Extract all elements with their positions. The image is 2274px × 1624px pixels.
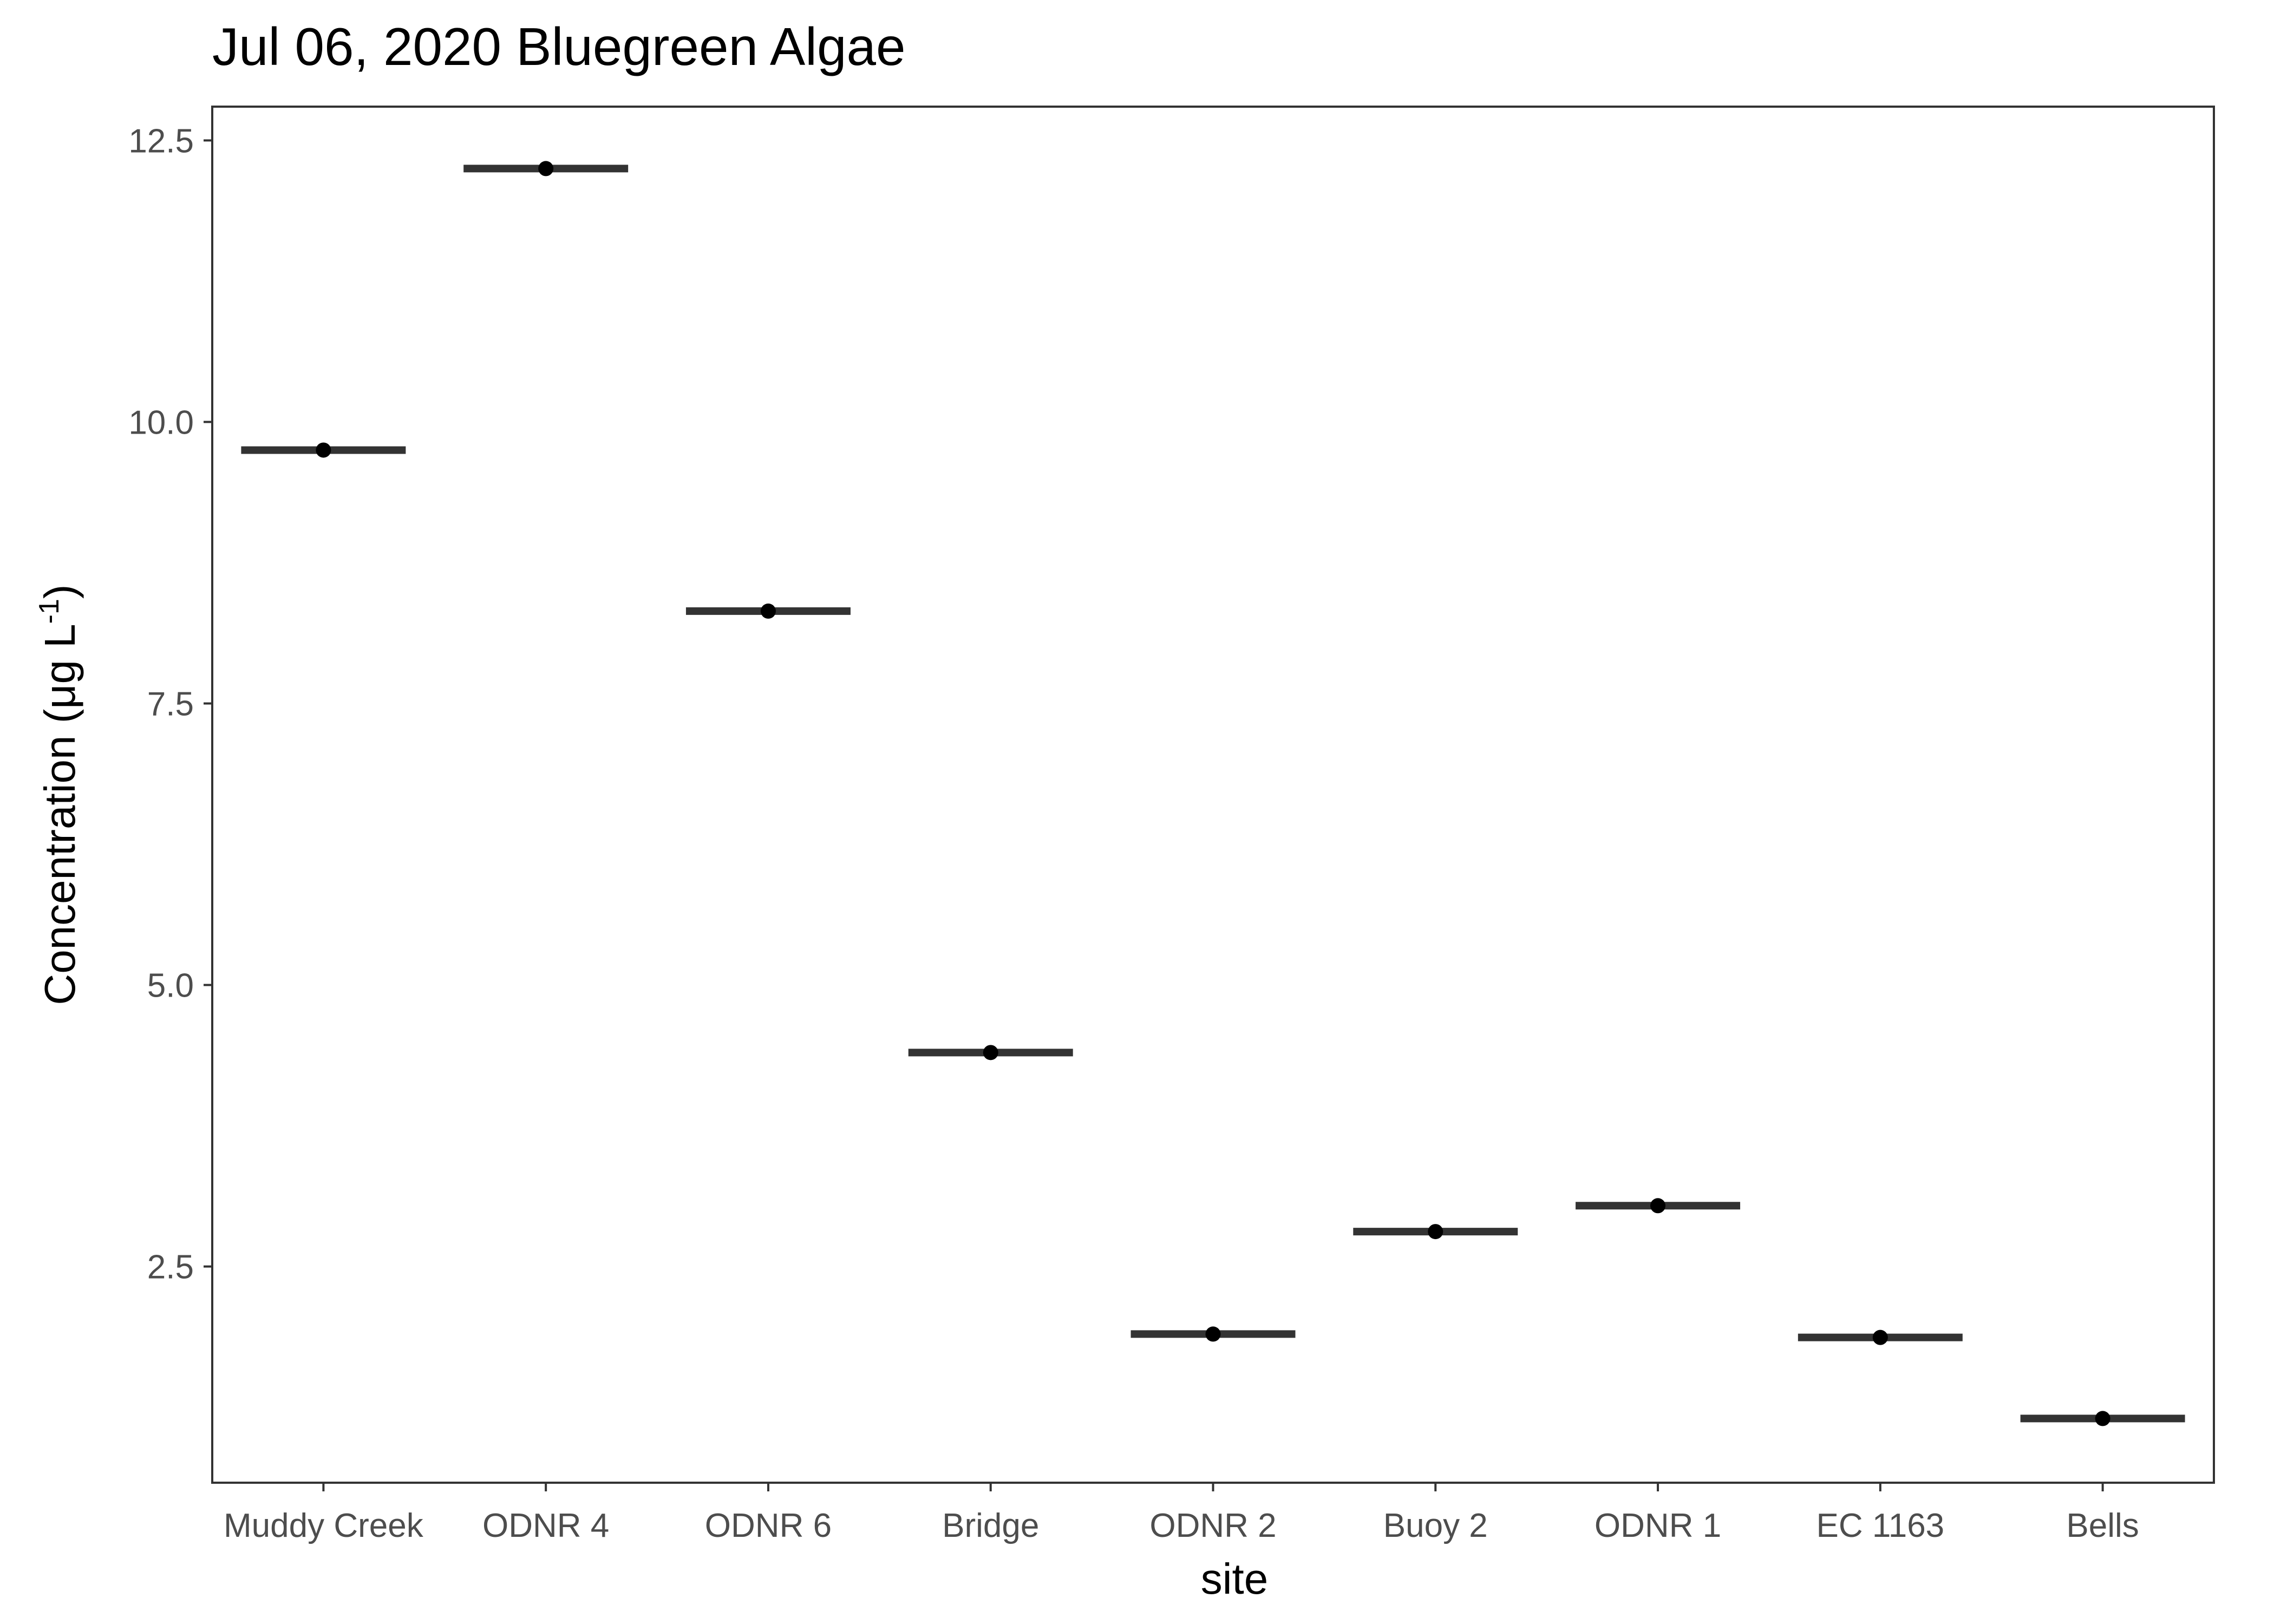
data-point [316, 442, 331, 458]
y-axis-title-superscript: -1 [34, 599, 65, 624]
y-axis-title-close: ) [36, 584, 84, 599]
x-tick-label: ODNR 4 [482, 1507, 609, 1544]
y-axis-title: Concentration (μg L-1) [34, 584, 84, 1005]
data-point [983, 1045, 998, 1060]
y-tick-label: 7.5 [147, 686, 194, 723]
y-tick-label: 10.0 [128, 404, 194, 441]
x-axis-title: site [1201, 1555, 1269, 1603]
x-tick-label: Bridge [942, 1507, 1039, 1544]
y-tick-label: 2.5 [147, 1249, 194, 1286]
data-point [1872, 1330, 1888, 1345]
data-point [1205, 1326, 1221, 1342]
data-point [1650, 1198, 1666, 1214]
data-point [1428, 1224, 1443, 1240]
chart-title: Jul 06, 2020 Bluegreen Algae [212, 17, 905, 76]
data-marks [241, 161, 2185, 1426]
x-axis-ticks: Muddy Creek ODNR 4 ODNR 6 Bridge ODNR 2 Buoy … [224, 1483, 2139, 1544]
data-point [2095, 1411, 2110, 1426]
x-tick-label: Bells [2066, 1507, 2139, 1544]
x-tick-label: ODNR 6 [705, 1507, 832, 1544]
y-tick-label: 12.5 [128, 122, 194, 160]
y-axis-title-main: Concentration (μg L [36, 624, 84, 1005]
data-point [760, 603, 776, 619]
x-tick-label: ODNR 1 [1595, 1507, 1721, 1544]
plot-panel-border [211, 106, 2215, 1484]
y-tick-label: 5.0 [147, 967, 194, 1005]
x-tick-label: Buoy 2 [1383, 1507, 1488, 1544]
y-axis-ticks: 2.5 5.0 7.5 10.0 12.5 [128, 122, 212, 1286]
x-tick-label: Muddy Creek [224, 1507, 424, 1544]
x-tick-label: ODNR 2 [1149, 1507, 1276, 1544]
data-point [538, 161, 554, 176]
x-tick-label: EC 1163 [1816, 1507, 1944, 1544]
